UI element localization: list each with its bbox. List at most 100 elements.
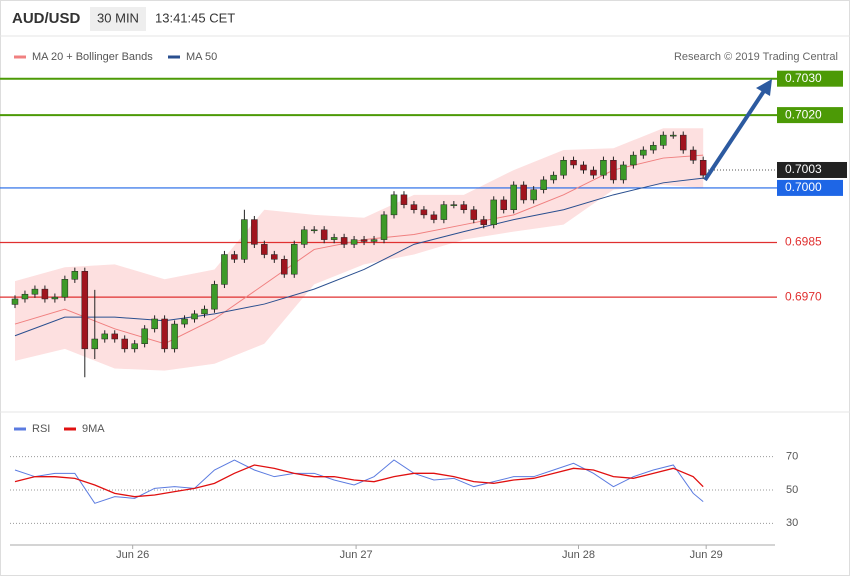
candle-body: [300, 229, 308, 245]
candle-body: [350, 239, 358, 245]
ma-line: [14, 177, 704, 337]
source: Research © 2019 Trading Central: [674, 51, 838, 63]
candle-body: [171, 323, 178, 350]
candle-body: [460, 204, 468, 211]
timeframe-box: [90, 7, 146, 31]
candle-body: [679, 134, 687, 151]
candle-body: [590, 169, 597, 176]
candle-body: [490, 199, 497, 225]
candle-body: [660, 134, 667, 146]
candle-body: [510, 184, 517, 211]
candle-body: [610, 159, 617, 181]
candle-body: [450, 204, 458, 206]
candle-body: [400, 194, 408, 205]
candle-body: [151, 318, 158, 330]
candle-body: [380, 214, 388, 240]
legend-label: RSI: [32, 423, 50, 435]
x-tick-label: Jun 28: [562, 549, 595, 561]
current-price-box: [777, 161, 847, 178]
candle-body: [61, 279, 69, 298]
candle-body: [101, 333, 109, 340]
candle-body: [699, 159, 707, 176]
x-tick-label: Jun 29: [690, 549, 723, 561]
y-tick-label: 70: [786, 451, 798, 463]
candle-body: [231, 254, 238, 260]
candle-body: [221, 254, 228, 285]
candle-body: [580, 164, 587, 171]
forecast-arrowhead: [756, 79, 772, 96]
legend-label: MA 20 + Bollinger Bands: [32, 51, 153, 63]
candle-body: [191, 313, 198, 320]
candle-body: [181, 318, 188, 325]
candle-body: [480, 219, 488, 225]
candle-body: [21, 293, 29, 300]
candle-body: [650, 145, 657, 151]
x-tick-label: Jun 27: [340, 549, 373, 561]
candle-body: [630, 154, 637, 166]
candle-body: [111, 333, 118, 340]
y-tick-label: 50: [786, 484, 798, 496]
candle-body: [620, 164, 627, 181]
candle-body: [281, 259, 288, 275]
candle-body: [161, 318, 168, 350]
candle-body: [570, 159, 577, 166]
candle-body: [500, 199, 507, 211]
candle-body: [261, 244, 268, 255]
candle-body: [81, 271, 89, 350]
candle-body: [241, 219, 248, 260]
candle-body: [470, 209, 478, 220]
level-label-box: [777, 70, 843, 87]
candle-body: [560, 159, 567, 176]
candle-body: [141, 328, 148, 344]
level-label: 0.6985: [785, 235, 822, 249]
candle-body: [41, 288, 49, 300]
candle-body: [600, 159, 607, 176]
bollinger-band: [14, 128, 704, 371]
candle-body: [430, 214, 438, 220]
level-label: 0.7000: [785, 180, 822, 194]
candle-body: [291, 244, 298, 275]
candle-body: [360, 239, 368, 242]
candle-body: [530, 189, 537, 201]
level-label: 0.7030: [785, 71, 822, 85]
candle-body: [540, 179, 547, 190]
candle-body: [211, 284, 218, 310]
candle-body: [131, 343, 138, 350]
x-tick-label: Jun 26: [116, 549, 149, 561]
line: [14, 464, 704, 498]
candle-body: [51, 296, 59, 300]
time: 13:41:45 CET: [155, 10, 235, 25]
candle-body: [201, 308, 208, 315]
level-label: 0.6970: [785, 289, 822, 303]
candle-body: [340, 237, 348, 245]
candle-body: [550, 174, 557, 181]
candle-body: [520, 184, 527, 201]
timeframe: 30 MIN: [97, 10, 139, 25]
candle-body: [31, 288, 39, 295]
candle-body: [271, 254, 278, 260]
forecast-arrow: [703, 86, 768, 182]
current-price-label: 0.7003: [785, 162, 822, 176]
candle-body: [121, 338, 128, 350]
candle-body: [420, 209, 428, 216]
candle-body: [640, 149, 647, 156]
candle-body: [370, 239, 378, 242]
candle-body: [330, 237, 338, 240]
candle-body: [410, 204, 418, 211]
legend-label: 9MA: [82, 423, 105, 435]
y-tick-label: 30: [786, 517, 798, 529]
candle-body: [689, 149, 697, 161]
symbol: AUD/USD: [12, 10, 81, 27]
candle-body: [440, 204, 448, 220]
candle-body: [670, 134, 677, 137]
candle-body: [320, 229, 328, 240]
candle-body: [11, 298, 19, 305]
legend-label: MA 50: [186, 51, 217, 63]
candle-body: [71, 271, 79, 280]
level-label-box: [777, 107, 843, 124]
level-label: 0.7020: [785, 107, 822, 121]
candle-body: [91, 338, 99, 350]
candle-body: [251, 219, 258, 245]
level-label-box: [777, 179, 843, 196]
